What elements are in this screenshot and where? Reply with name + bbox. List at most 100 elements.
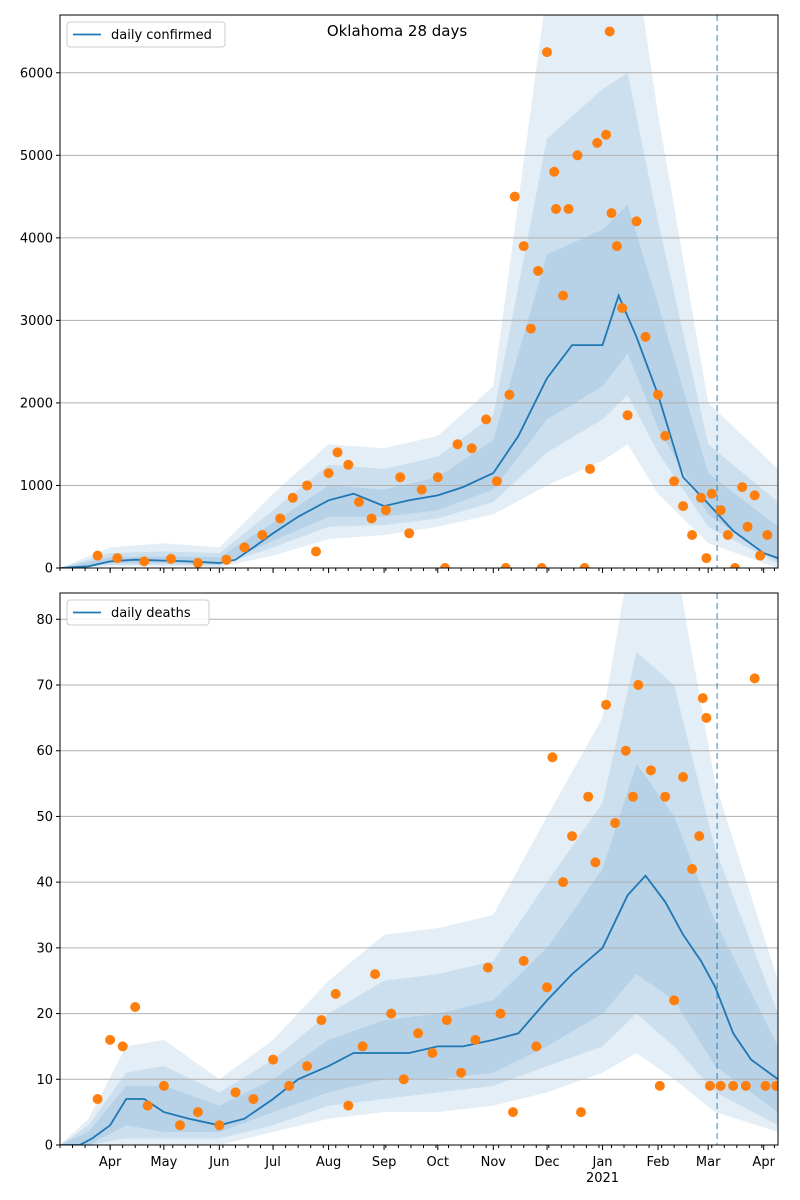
data-point xyxy=(500,563,511,568)
data-point xyxy=(601,129,612,140)
x-year-label: 2021 xyxy=(586,1171,619,1186)
data-point xyxy=(92,550,103,561)
data-point xyxy=(130,1002,141,1012)
data-point xyxy=(755,550,766,561)
data-point xyxy=(332,447,343,458)
plot-frame xyxy=(59,14,779,569)
data-point xyxy=(579,563,590,568)
data-point xyxy=(533,265,544,276)
data-point xyxy=(749,673,760,684)
data-point xyxy=(175,1120,185,1131)
data-point xyxy=(585,464,595,474)
y-tick-label: 4000 xyxy=(20,231,53,246)
plot-area xyxy=(60,15,778,568)
data-point xyxy=(248,1094,259,1104)
data-point xyxy=(694,831,705,842)
data-point xyxy=(583,791,594,802)
data-point xyxy=(214,1120,225,1131)
x-tick-label: Nov xyxy=(481,1155,507,1170)
data-point xyxy=(742,521,753,532)
data-point xyxy=(576,1107,586,1118)
data-point xyxy=(330,988,341,999)
x-tick-label: Apr xyxy=(752,1155,775,1170)
data-point xyxy=(606,208,617,219)
series-line xyxy=(60,293,778,568)
data-point xyxy=(730,563,740,568)
data-point xyxy=(669,476,680,487)
data-point xyxy=(633,680,644,690)
data-point xyxy=(470,1034,481,1045)
data-point xyxy=(456,1067,467,1078)
data-point xyxy=(311,546,321,557)
data-point xyxy=(601,699,612,710)
data-point xyxy=(284,1080,295,1091)
data-point xyxy=(440,563,450,568)
data-point xyxy=(495,1008,506,1019)
data-point xyxy=(715,1080,726,1091)
y-tick-label: 60 xyxy=(36,744,53,759)
y-tick-label: 3000 xyxy=(20,314,53,329)
data-point xyxy=(705,1080,715,1091)
y-tick-label: 2000 xyxy=(20,396,53,411)
y-tick-label: 20 xyxy=(36,1007,53,1022)
data-point xyxy=(628,791,638,802)
data-point xyxy=(525,323,536,334)
legend-label: daily confirmed xyxy=(111,28,212,43)
y-tick-label: 0 xyxy=(45,562,53,577)
data-point xyxy=(701,712,712,723)
data-point xyxy=(509,191,520,202)
y-tick-label: 5000 xyxy=(20,149,53,164)
data-point xyxy=(617,303,628,313)
data-point xyxy=(604,26,615,37)
data-point xyxy=(749,490,760,501)
data-point xyxy=(547,752,558,763)
data-point xyxy=(771,1080,778,1091)
data-point xyxy=(452,439,463,450)
x-tick-label: Jan xyxy=(592,1155,613,1170)
legend-label: daily deaths xyxy=(111,606,191,621)
x-tick-label: Mar xyxy=(696,1155,721,1170)
data-point xyxy=(701,553,712,564)
data-point xyxy=(660,791,671,802)
y-tick-label: 10 xyxy=(36,1073,53,1088)
data-point xyxy=(386,1008,397,1019)
data-point xyxy=(239,542,250,553)
data-point xyxy=(611,241,622,252)
data-point xyxy=(740,1080,751,1091)
data-point xyxy=(398,1074,409,1085)
data-point xyxy=(230,1087,241,1098)
uncertainty-band-2 xyxy=(60,204,778,568)
data-point xyxy=(117,1041,128,1052)
y-tick-label: 50 xyxy=(36,810,53,825)
data-point xyxy=(416,484,427,495)
confirmed-chart-panel: 0 1000 2000 3000 4000 5000 6000 daily confirmed xyxy=(20,14,779,577)
data-point xyxy=(427,1048,438,1058)
data-point xyxy=(653,389,663,400)
data-point xyxy=(558,290,569,301)
data-point xyxy=(432,472,443,483)
plot-frame xyxy=(59,592,779,1146)
data-point xyxy=(166,553,176,564)
data-point xyxy=(268,1054,279,1065)
data-point xyxy=(592,137,603,148)
data-point xyxy=(631,216,642,227)
x-tick-label: Feb xyxy=(647,1155,670,1170)
data-point xyxy=(696,492,706,503)
data-point xyxy=(316,1015,327,1026)
data-point xyxy=(669,995,680,1006)
data-point xyxy=(620,745,631,756)
chart-title: Oklahoma 28 days xyxy=(327,22,468,40)
plot-area xyxy=(60,593,778,1145)
data-point xyxy=(722,530,733,540)
legend: daily deaths xyxy=(66,599,210,626)
data-point xyxy=(697,693,708,704)
legend: daily confirmed xyxy=(66,21,226,48)
y-tick-label: 40 xyxy=(36,876,53,891)
legend-box xyxy=(66,21,226,48)
data-point xyxy=(715,505,726,516)
y-tick-label: 1000 xyxy=(20,479,53,494)
data-point xyxy=(687,864,698,874)
uncertainty-band-2 xyxy=(60,763,778,1145)
y-tick-label: 30 xyxy=(36,941,53,956)
